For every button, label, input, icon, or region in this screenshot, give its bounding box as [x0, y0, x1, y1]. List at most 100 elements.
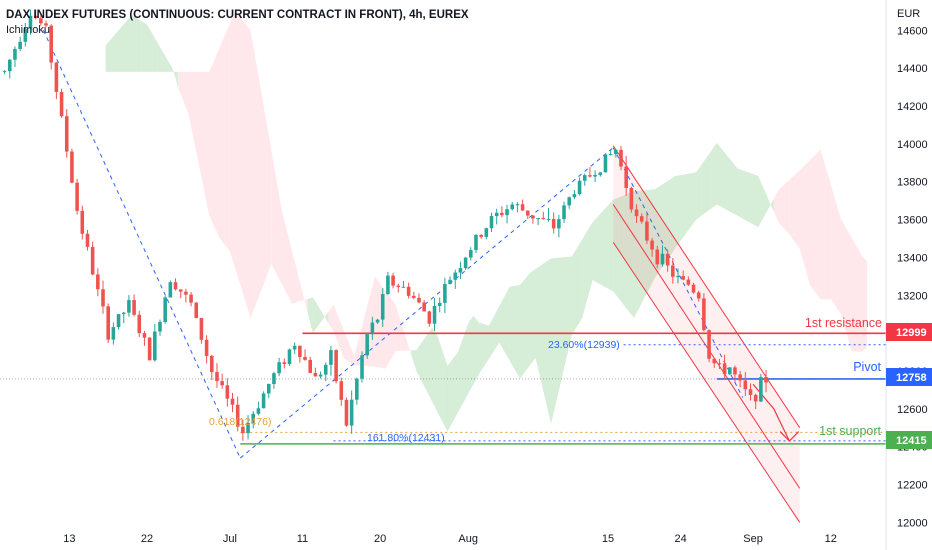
cloud-segment	[416, 342, 422, 382]
y-tick-label: 13400	[897, 252, 928, 264]
cloud-segment	[468, 315, 474, 394]
cloud-segment	[525, 272, 531, 372]
candle-body	[199, 317, 204, 340]
cloud-segment	[789, 175, 795, 242]
cloud-segment	[488, 315, 495, 359]
cloud-segment	[680, 174, 686, 241]
cloud-segment	[157, 42, 163, 72]
x-tick-label: Jul	[223, 533, 237, 545]
candle-body	[225, 385, 230, 399]
cloud-segment	[551, 257, 557, 424]
candle-body	[210, 355, 214, 373]
x-tick-label: 15	[602, 533, 614, 545]
candle-body	[391, 275, 395, 286]
x-tick-label: 22	[141, 533, 153, 545]
cloud-segment	[861, 255, 868, 352]
cloud-segment	[494, 306, 500, 351]
cloud-segment	[742, 170, 748, 222]
cloud-segment	[224, 23, 230, 252]
cloud-segment	[747, 172, 754, 225]
cloud-segment	[286, 230, 293, 304]
cloud-segment	[701, 157, 707, 216]
candle-body	[355, 378, 359, 400]
cloud-segment	[727, 155, 733, 213]
candle-body	[484, 228, 489, 237]
cloud-segment	[131, 15, 137, 72]
cloud-segment	[587, 222, 593, 300]
candle-body	[603, 154, 608, 173]
candle-body	[142, 333, 147, 338]
candle-body	[241, 426, 245, 434]
x-tick-label: 13	[63, 533, 75, 545]
fib-618-label: 0.618(12476)	[209, 416, 271, 428]
candle-body	[479, 234, 483, 237]
cloud-segment	[825, 167, 831, 300]
candle-body	[582, 175, 587, 181]
cloud-segment	[545, 258, 552, 424]
cloud-segment	[571, 247, 577, 336]
cloud-segment	[110, 33, 116, 72]
cloud-segment	[784, 179, 790, 235]
ichimoku-cloud	[105, 11, 868, 432]
candle-body	[722, 363, 727, 375]
cloud-segment	[312, 297, 318, 334]
candle-body	[546, 218, 551, 220]
cloud-segment	[400, 321, 407, 351]
resistance-price-tag	[886, 323, 932, 341]
candle-body	[660, 253, 665, 265]
candle-body	[111, 327, 116, 340]
candle-body	[401, 286, 406, 288]
cloud-segment	[307, 297, 313, 334]
x-tick-label: 11	[297, 533, 308, 545]
candle-body	[313, 372, 318, 377]
candle-body	[178, 289, 183, 292]
cloud-segment	[437, 334, 443, 422]
cloud-segment	[779, 184, 785, 229]
cloud-segment	[794, 170, 800, 249]
candle-body	[406, 286, 411, 296]
x-tick-label: Sep	[743, 533, 763, 545]
cloud-segment	[473, 315, 479, 385]
cloud-segment	[167, 60, 173, 72]
candle-body	[163, 297, 167, 322]
candle-body	[18, 41, 22, 49]
cloud-segment	[763, 187, 769, 218]
cloud-segment	[846, 228, 852, 352]
cloud-segment	[478, 322, 484, 375]
cloud-segment	[219, 35, 225, 245]
cloud-segment	[178, 71, 184, 101]
cloud-segment	[328, 304, 334, 332]
candle-body	[536, 218, 540, 220]
cloud-segment	[690, 172, 697, 227]
candle-body	[230, 398, 235, 405]
cloud-segment	[333, 304, 339, 345]
candle-body	[593, 174, 597, 177]
cloud-segment	[514, 284, 520, 379]
candle-body	[707, 330, 711, 359]
cloud-segment	[737, 168, 743, 219]
x-axis: 13 22 Jul 11 20 Aug 15 24 Sep 12	[63, 533, 837, 545]
cloud-segment	[271, 150, 277, 274]
candle-body	[116, 314, 121, 328]
candle-body	[572, 194, 577, 198]
cloud-segment	[421, 335, 427, 392]
candle-body	[90, 246, 95, 275]
chart-title: DAX INDEX FUTURES (CONTINUOUS: CURRENT C…	[6, 9, 469, 21]
cloud-segment	[105, 39, 111, 72]
candle-body	[505, 209, 509, 216]
candle-body	[665, 253, 670, 266]
candle-body	[629, 188, 634, 210]
support-price-tag-text: 12415	[896, 435, 927, 447]
candle-body	[681, 276, 685, 280]
candle-body	[344, 399, 349, 426]
cloud-segment	[582, 230, 588, 318]
cloud-segment	[209, 59, 215, 227]
candle-body	[598, 172, 603, 175]
candle-body	[329, 350, 333, 365]
candle-body	[80, 210, 85, 234]
cloud-segment	[530, 269, 536, 365]
y-tick-label: 13600	[897, 215, 928, 227]
candle-body	[469, 250, 473, 258]
